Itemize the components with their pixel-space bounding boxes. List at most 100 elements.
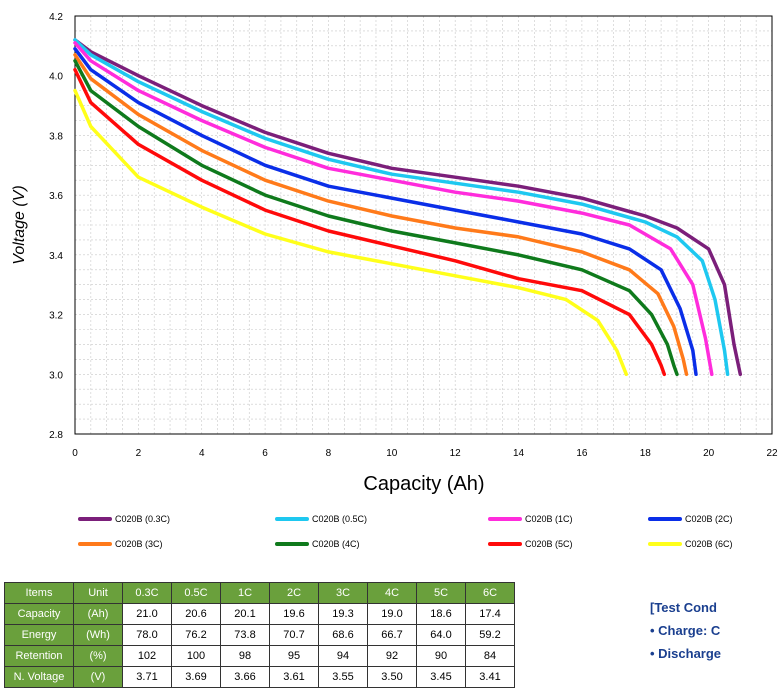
y-axis-ticks: 2.8 3.0 3.2 3.4 3.6 3.8 4.0 4.2: [49, 12, 63, 441]
table-header-cell: 5C: [416, 582, 466, 604]
spec-table: Items Unit 0.3C 0.5C 1C 2C 3C 4C 5C 6C Capacity (A…: [4, 582, 515, 688]
table-cell: 95: [269, 645, 319, 667]
x-tick-label: 12: [450, 448, 462, 459]
table-cell: 3.41: [465, 666, 515, 688]
series-line-3: [73, 47, 698, 377]
table-cell: 102: [122, 645, 172, 667]
table-header-cell: 6C: [465, 582, 515, 604]
row-item-cell: Retention: [4, 645, 74, 667]
table-header-cell: 3C: [318, 582, 368, 604]
legend-item: C020B (5C): [488, 539, 573, 549]
x-axis-label: Capacity (Ah): [363, 473, 484, 495]
y-tick-label: 4.0: [49, 72, 63, 83]
legend-item: C020B (0.3C): [78, 514, 170, 524]
table-header-cell: 1C: [220, 582, 270, 604]
table-row: Capacity (Ah) 21.0 20.6 20.1 19.6 19.3 19.0 18.6…: [4, 603, 515, 625]
x-tick-label: 22: [766, 448, 778, 459]
row-unit-cell: (Wh): [73, 624, 123, 646]
x-tick-label: 14: [513, 448, 525, 459]
table-cell: 100: [171, 645, 221, 667]
table-cell: 92: [367, 645, 417, 667]
table-cell: 3.55: [318, 666, 368, 688]
table-row: Retention (%) 102 100 98 95 94 92 90 84: [4, 645, 515, 667]
row-item-cell: Energy: [4, 624, 74, 646]
legend-swatch: [648, 542, 682, 546]
legend-swatch: [78, 517, 112, 521]
legend-label: C020B (2C): [685, 514, 733, 524]
y-tick-label: 3.8: [49, 131, 63, 142]
series-line-6: [73, 67, 667, 377]
row-unit-cell: (Ah): [73, 603, 123, 625]
table-cell: 19.0: [367, 603, 417, 625]
y-tick-label: 3.4: [49, 251, 63, 262]
row-unit-cell: (%): [73, 645, 123, 667]
legend-swatch: [488, 542, 522, 546]
x-tick-label: 0: [72, 448, 78, 459]
table-cell: 64.0: [416, 624, 466, 646]
table-cell: 20.6: [171, 603, 221, 625]
legend-swatch: [275, 542, 309, 546]
series-layer: [73, 38, 743, 377]
table-cell: 59.2: [465, 624, 515, 646]
legend-label: C020B (6C): [685, 539, 733, 549]
x-tick-label: 10: [386, 448, 398, 459]
series-line-5: [73, 59, 679, 377]
table-cell: 19.6: [269, 603, 319, 625]
x-tick-label: 2: [136, 448, 142, 459]
series-line-4: [73, 53, 689, 377]
y-tick-label: 3.2: [49, 311, 63, 322]
table-cell: 18.6: [416, 603, 466, 625]
x-tick-label: 6: [262, 448, 268, 459]
table-cell: 68.6: [318, 624, 368, 646]
legend-item: C020B (3C): [78, 539, 163, 549]
discharge-chart: 0 2 4 6 8 10 12 14 16 18 20 22 2.8 3.0 3.2 3.4 3.6 3.8 4.…: [11, 12, 778, 495]
legend-item: C020B (0.5C): [275, 514, 367, 524]
table-cell: 3.45: [416, 666, 466, 688]
series-line-2: [73, 41, 714, 377]
x-tick-label: 4: [199, 448, 205, 459]
table-cell: 20.1: [220, 603, 270, 625]
legend-label: C020B (4C): [312, 539, 360, 549]
table-cell: 73.8: [220, 624, 270, 646]
y-tick-label: 3.0: [49, 370, 63, 381]
table-header-cell: 0.3C: [122, 582, 172, 604]
y-tick-label: 3.6: [49, 191, 63, 202]
table-cell: 3.50: [367, 666, 417, 688]
table-cell: 94: [318, 645, 368, 667]
table-cell: 21.0: [122, 603, 172, 625]
legend-label: C020B (3C): [115, 539, 163, 549]
table-cell: 90: [416, 645, 466, 667]
test-conditions-charge: • Charge: C: [650, 623, 721, 638]
plot-frame: [74, 15, 773, 435]
x-tick-label: 8: [326, 448, 332, 459]
table-row: N. Voltage (V) 3.71 3.69 3.66 3.61 3.55 3.50 3.4…: [4, 666, 515, 688]
legend-item: C020B (4C): [275, 539, 360, 549]
series-line-0: [73, 38, 743, 377]
table-cell: 19.3: [318, 603, 368, 625]
series-line-7: [73, 88, 629, 377]
legend-swatch: [648, 517, 682, 521]
legend-label: C020B (0.3C): [115, 514, 171, 524]
x-tick-label: 18: [640, 448, 652, 459]
table-header-cell: 4C: [367, 582, 417, 604]
legend-label: C020B (5C): [525, 539, 573, 549]
table-cell: 3.61: [269, 666, 319, 688]
table-header-cell: 0.5C: [171, 582, 221, 604]
legend-item: C020B (1C): [488, 514, 573, 524]
row-item-cell: Capacity: [4, 603, 74, 625]
table-header-cell: Items: [4, 582, 74, 604]
table-cell: 66.7: [367, 624, 417, 646]
legend-swatch: [78, 542, 112, 546]
table-cell: 76.2: [171, 624, 221, 646]
row-unit-cell: (V): [73, 666, 123, 688]
table-cell: 78.0: [122, 624, 172, 646]
legend-item: C020B (6C): [648, 539, 733, 549]
y-tick-label: 2.8: [49, 430, 63, 441]
table-body: Capacity (Ah) 21.0 20.6 20.1 19.6 19.3 19.0 18.6…: [4, 603, 515, 688]
test-conditions-discharge: • Discharge: [650, 646, 722, 661]
x-tick-label: 16: [576, 448, 588, 459]
table-cell: 70.7: [269, 624, 319, 646]
x-axis-ticks: 0 2 4 6 8 10 12 14 16 18 20 22: [72, 448, 778, 459]
row-item-cell: N. Voltage: [4, 666, 74, 688]
legend-swatch: [275, 517, 309, 521]
